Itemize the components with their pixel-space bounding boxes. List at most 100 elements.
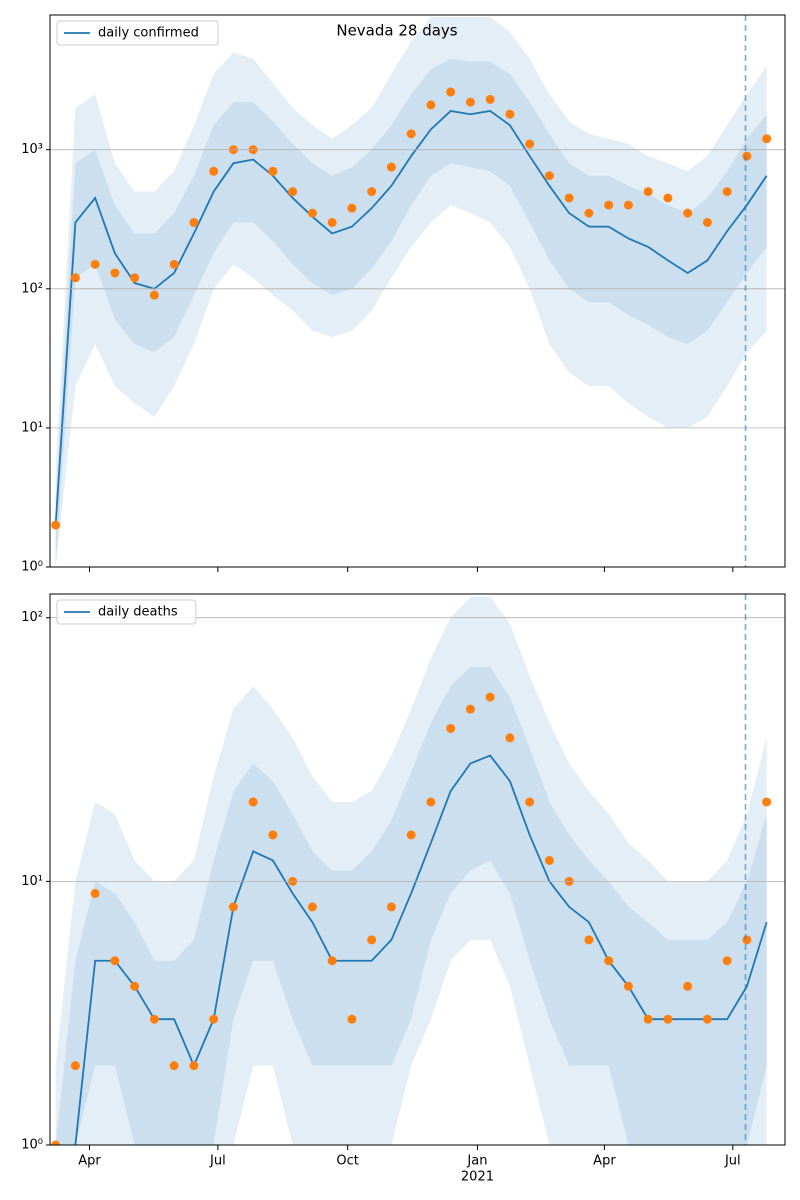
legend: daily deaths (56, 599, 197, 625)
x-tick-label: Oct (336, 1154, 358, 1169)
plot-area (51, 16, 772, 567)
data-point (525, 139, 535, 149)
data-point (347, 203, 357, 213)
data-point (406, 830, 416, 840)
data-point (406, 129, 416, 139)
data-point (584, 208, 594, 218)
data-point (544, 171, 554, 181)
x-tick-label: Jul (724, 1154, 741, 1169)
x-tick-label: Jul (209, 1154, 226, 1169)
data-point (386, 902, 396, 912)
data-point (683, 208, 693, 218)
data-point (426, 100, 436, 110)
data-point (248, 797, 258, 807)
data-point (465, 97, 475, 107)
legend: daily confirmed (56, 20, 219, 46)
data-point (683, 981, 693, 991)
data-point (742, 151, 752, 161)
data-point (169, 259, 179, 269)
data-point (446, 723, 456, 733)
data-point (762, 797, 772, 807)
data-point (643, 187, 653, 197)
data-point (525, 797, 535, 807)
data-point (149, 290, 159, 300)
legend-box (56, 599, 197, 625)
data-point (485, 692, 495, 702)
data-point (702, 217, 712, 227)
data-point (446, 87, 456, 97)
x-tick-label: Apr (593, 1154, 616, 1169)
x-tick-label: Apr (78, 1154, 101, 1169)
data-point (51, 520, 61, 530)
y-tick-label: 10⁰ (21, 560, 43, 575)
legend-label: daily deaths (98, 605, 178, 620)
data-point (663, 193, 673, 203)
y-tick-label: 10⁰ (21, 1138, 43, 1153)
data-point (110, 956, 120, 966)
data-point (604, 200, 614, 210)
data-point (130, 273, 140, 283)
data-point (604, 956, 614, 966)
uncertainty-band (55, 596, 767, 1145)
data-point (209, 166, 219, 176)
data-point (465, 704, 475, 714)
y-tick-label: 10³ (21, 142, 43, 157)
axes-frame (49, 593, 786, 1146)
data-point (130, 981, 140, 991)
chart-title: Nevada 28 days (336, 22, 457, 40)
data-point (544, 855, 554, 865)
series-line (54, 109, 768, 526)
y-tick-label: 10² (21, 281, 43, 296)
data-point (762, 134, 772, 144)
data-point (485, 94, 495, 104)
data-point (564, 193, 574, 203)
x-tick-label: Jan (466, 1154, 487, 1169)
data-point (643, 1014, 653, 1024)
data-point (327, 956, 337, 966)
data-point (623, 981, 633, 991)
uncertainty-band (55, 58, 767, 567)
data-point (623, 200, 633, 210)
legend-label: daily confirmed (98, 26, 199, 41)
y-tick-label: 10² (21, 610, 43, 625)
data-point (90, 888, 100, 898)
data-point (90, 259, 100, 269)
uncertainty-band (55, 16, 767, 567)
data-point (307, 208, 317, 218)
data-point (327, 217, 337, 227)
data-point (209, 1014, 219, 1024)
uncertainty-band (55, 667, 767, 1145)
data-point (149, 1014, 159, 1024)
data-point (386, 162, 396, 172)
data-point (426, 797, 436, 807)
legend-box (56, 20, 219, 46)
data-point (722, 187, 732, 197)
data-point (268, 830, 278, 840)
data-point (228, 902, 238, 912)
data-point (70, 273, 80, 283)
data-point (288, 187, 298, 197)
data-point (169, 1061, 179, 1071)
data-point (367, 935, 377, 945)
data-point (742, 935, 752, 945)
data-point (505, 109, 515, 119)
data-point (189, 1061, 199, 1071)
data-point (722, 956, 732, 966)
data-point (70, 1061, 80, 1071)
data-point (51, 1140, 61, 1145)
x-year-label: 2021 (461, 1170, 494, 1185)
plot-area (51, 596, 772, 1145)
data-point (702, 1014, 712, 1024)
data-point (584, 935, 594, 945)
data-point (347, 1014, 357, 1024)
data-point (268, 166, 278, 176)
y-tick-label: 10¹ (21, 420, 43, 435)
data-point (189, 217, 199, 227)
data-point (367, 187, 377, 197)
data-point (110, 268, 120, 278)
data-point (663, 1014, 673, 1024)
data-point (505, 733, 515, 743)
axes-frame (49, 14, 786, 568)
data-point (307, 902, 317, 912)
